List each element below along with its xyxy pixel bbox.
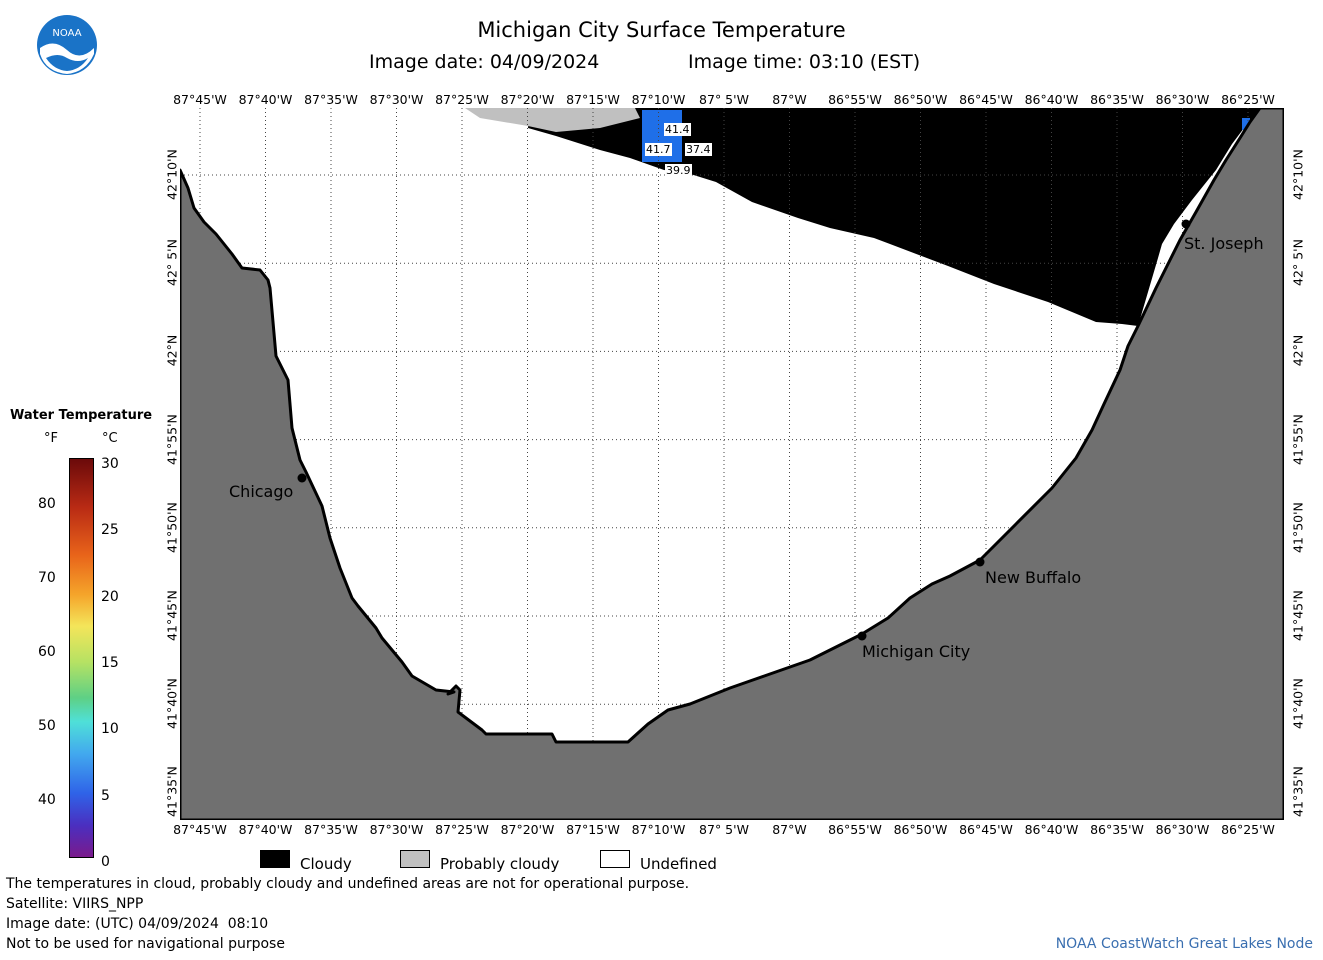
lon-tick-label: 87°W bbox=[772, 92, 807, 107]
lat-tick-label: 42° 5'N bbox=[164, 239, 180, 287]
lon-tick-label: 86°40'W bbox=[1024, 822, 1079, 837]
colorbar-c-tick: 5 bbox=[101, 787, 110, 804]
colorbar-f-tick: 40 bbox=[38, 792, 56, 808]
colorbar-c-tick: 0 bbox=[101, 853, 110, 870]
lon-tick-label: 86°55'W bbox=[828, 822, 882, 837]
lat-tick-label: 41°45'N bbox=[1290, 590, 1306, 641]
lat-tick-label: 41°35'N bbox=[164, 766, 180, 818]
city-label-michigan-city: Michigan City bbox=[862, 642, 971, 661]
chicago-marker bbox=[297, 473, 307, 483]
lon-tick-label: 87°20'W bbox=[500, 822, 555, 837]
lon-tick-label: 86°30'W bbox=[1155, 822, 1210, 837]
lat-tick-label: 42°N bbox=[1290, 335, 1306, 367]
lon-tick-label: 87° 5'W bbox=[699, 822, 749, 837]
map-title: Michigan City Surface Temperature bbox=[477, 18, 846, 42]
colorbar-c-tick: 10 bbox=[101, 721, 119, 738]
lon-tick-label: 86°45'W bbox=[959, 822, 1013, 837]
lon-tick-label: 86°30'W bbox=[1155, 92, 1210, 107]
legend-probably-cloudy-swatch bbox=[400, 850, 430, 868]
colorbar-title: Water Temperature bbox=[10, 408, 153, 423]
lon-tick-label: 86°25'W bbox=[1221, 822, 1275, 837]
lon-tick-label: 86°50'W bbox=[893, 822, 948, 837]
lat-tick-label: 41°55'N bbox=[164, 413, 180, 465]
lat-tick-label: 41°55'N bbox=[1290, 413, 1306, 465]
footer-utc-date: Image date: (UTC) 04/09/2024 08:10 bbox=[6, 916, 269, 932]
sst-value-label: 37.4 bbox=[685, 143, 712, 156]
lat-tick-label: 42°10'N bbox=[1290, 149, 1306, 200]
lon-tick-label: 87°10'W bbox=[631, 92, 686, 107]
colorbar-c-tick: 15 bbox=[101, 654, 119, 671]
lon-tick-label: 87°35'W bbox=[304, 822, 358, 837]
legend-cloudy-swatch bbox=[260, 850, 290, 868]
lon-tick-label: 87°35'W bbox=[304, 92, 358, 107]
footer-disclaimer: The temperatures in cloud, probably clou… bbox=[6, 876, 690, 892]
lon-tick-label: 87°20'W bbox=[500, 92, 555, 107]
lat-tick-label: 42° 5'N bbox=[1290, 239, 1306, 287]
image-time: Image time: 03:10 (EST) bbox=[688, 51, 921, 73]
colorbar-f-tick: 50 bbox=[38, 718, 56, 734]
legend-undefined-label: Undefined bbox=[640, 855, 717, 873]
cloud-area bbox=[528, 108, 1260, 326]
noaa-logo-text: NOAA bbox=[52, 28, 81, 39]
lon-tick-label: 87° 5'W bbox=[699, 92, 749, 107]
colorbar-c-tick: 30 bbox=[101, 456, 119, 472]
lon-tick-label: 87°10'W bbox=[631, 822, 686, 837]
sst-value-label: 39.9 bbox=[665, 164, 692, 177]
lat-tick-label: 42°10'N bbox=[164, 149, 180, 200]
lon-tick-label: 87°30'W bbox=[369, 92, 424, 107]
image-date: Image date: 04/09/2024 bbox=[369, 51, 600, 73]
lat-tick-label: 41°50'N bbox=[1290, 501, 1306, 553]
lat-tick-label: 41°50'N bbox=[164, 501, 180, 553]
colorbar-c-tick: 25 bbox=[101, 522, 119, 539]
sst-value-label: 41.4 bbox=[664, 123, 691, 136]
lat-tick-label: 41°35'N bbox=[1290, 766, 1306, 818]
footer-credit: NOAA CoastWatch Great Lakes Node bbox=[1055, 936, 1313, 952]
lon-tick-label: 87°45'W bbox=[173, 822, 227, 837]
lon-tick-label: 87°25'W bbox=[435, 92, 489, 107]
lon-tick-label: 86°55'W bbox=[828, 92, 882, 107]
lon-tick-label: 87°15'W bbox=[566, 822, 620, 837]
lon-tick-label: 87°40'W bbox=[238, 92, 293, 107]
lon-tick-label: 87°30'W bbox=[369, 822, 424, 837]
lat-tick-label: 41°40'N bbox=[1290, 678, 1306, 730]
lon-tick-label: 87°15'W bbox=[566, 92, 620, 107]
lon-tick-label: 86°45'W bbox=[959, 92, 1013, 107]
lon-tick-label: 87°W bbox=[772, 822, 807, 837]
colorbar-f-tick: 60 bbox=[38, 644, 56, 660]
lon-tick-label: 86°40'W bbox=[1024, 92, 1079, 107]
map-frame: 41.4 41.7 37.4 39.9 Chicago St. Joseph N… bbox=[180, 108, 1284, 820]
city-label-chicago: Chicago bbox=[229, 482, 294, 501]
new-buffalo-marker bbox=[975, 557, 985, 567]
lon-tick-label: 86°35'W bbox=[1090, 92, 1144, 107]
st-joseph-marker bbox=[1181, 219, 1191, 229]
colorbar-f-tick: 70 bbox=[38, 570, 56, 586]
colorbar bbox=[69, 458, 94, 858]
colorbar-unit-f: °F bbox=[44, 431, 58, 446]
legend-undefined-swatch bbox=[600, 850, 630, 868]
lon-tick-label: 87°25'W bbox=[435, 822, 489, 837]
legend-cloudy-label: Cloudy bbox=[300, 855, 352, 873]
lon-tick-label: 86°25'W bbox=[1221, 92, 1275, 107]
noaa-logo: NOAA bbox=[36, 14, 98, 76]
lon-tick-label: 86°50'W bbox=[893, 92, 948, 107]
footer-satellite: Satellite: VIIRS_NPP bbox=[6, 896, 144, 912]
lat-tick-label: 41°45'N bbox=[164, 590, 180, 641]
lat-tick-label: 41°40'N bbox=[164, 678, 180, 730]
colorbar-unit-c: °C bbox=[102, 431, 118, 446]
colorbar-c-tick: 20 bbox=[101, 588, 119, 605]
michigan-city-marker bbox=[857, 631, 867, 641]
probably-cloudy-area bbox=[465, 108, 640, 132]
legend-probably-cloudy-label: Probably cloudy bbox=[440, 855, 560, 873]
lon-tick-label: 87°45'W bbox=[173, 92, 227, 107]
sst-blue-dot bbox=[1242, 118, 1250, 130]
lon-tick-label: 86°35'W bbox=[1090, 822, 1144, 837]
sst-value-label: 41.7 bbox=[645, 143, 672, 156]
colorbar-f-tick: 80 bbox=[38, 496, 56, 512]
land-area bbox=[180, 108, 1284, 820]
city-label-st-joseph: St. Joseph bbox=[1184, 234, 1264, 253]
city-label-new-buffalo: New Buffalo bbox=[985, 568, 1082, 587]
lon-tick-label: 87°40'W bbox=[238, 822, 293, 837]
footer-nav-warning: Not to be used for navigational purpose bbox=[6, 936, 285, 952]
lat-tick-label: 42°N bbox=[164, 335, 180, 367]
